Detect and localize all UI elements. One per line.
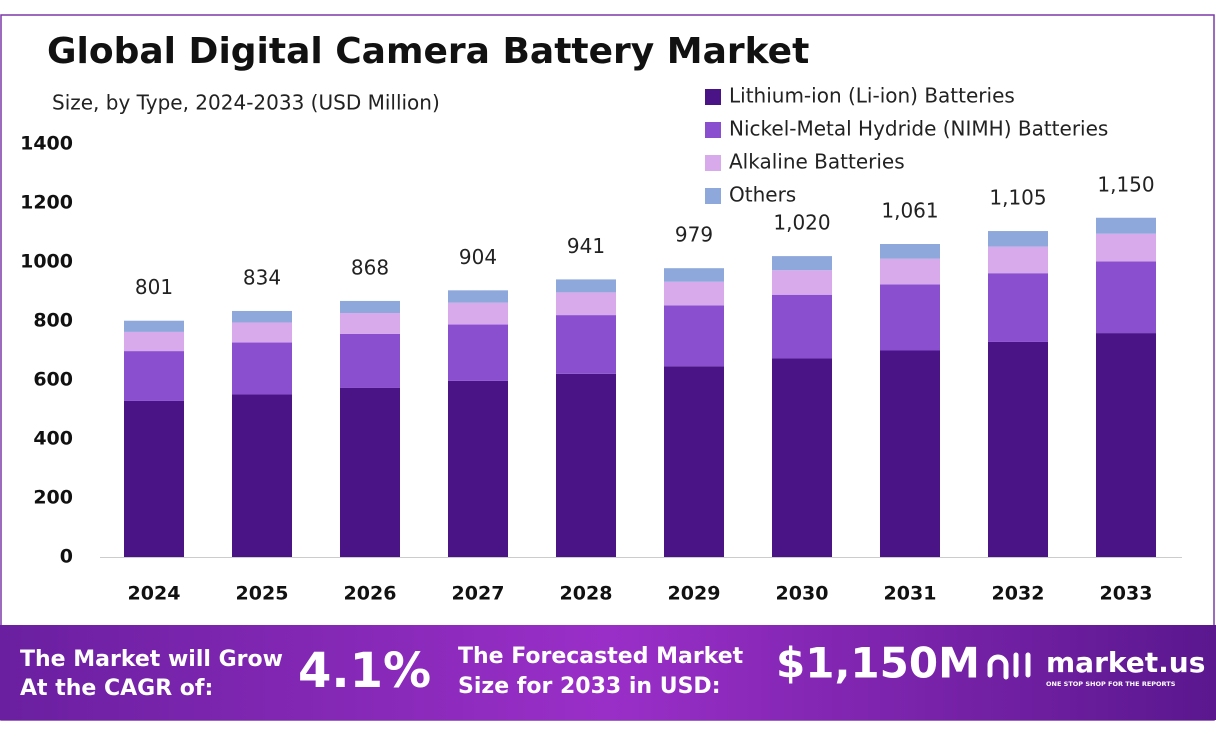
y-tick-label: 200	[33, 487, 73, 509]
bar-segment	[232, 310, 292, 323]
bar-segment	[232, 322, 292, 343]
bar-segment	[232, 394, 292, 557]
bar-segment	[988, 246, 1048, 274]
x-tick-label: 2029	[668, 583, 721, 605]
bar-segment	[232, 342, 292, 395]
x-tick-label: 2030	[776, 583, 829, 605]
footer-band	[0, 625, 1216, 720]
footer-value: 4.1%	[298, 643, 431, 699]
legend-label: Others	[729, 183, 796, 207]
legend-swatch	[705, 155, 721, 171]
footer-text: At the CAGR of:	[20, 676, 213, 701]
footer-value: $1,150M	[776, 639, 980, 688]
total-label: 1,150	[1097, 172, 1154, 196]
x-tick-label: 2024	[128, 583, 181, 605]
bar-segment	[556, 315, 616, 374]
bar-segment	[664, 268, 724, 282]
legend-swatch	[705, 89, 721, 105]
y-tick-label: 1200	[20, 192, 73, 214]
total-label: 801	[135, 275, 173, 299]
bar-segment	[664, 281, 724, 306]
brand: market.us	[1046, 646, 1205, 679]
x-tick-label: 2027	[452, 583, 505, 605]
bar-segment	[880, 284, 940, 351]
total-label: 1,105	[989, 186, 1046, 210]
footer-text: The Market will Grow	[20, 647, 283, 672]
legend-label: Lithium-ion (Li-ion) Batteries	[729, 84, 1015, 108]
bar-segment	[448, 302, 508, 325]
bar-segment	[880, 350, 940, 557]
bar-segment	[124, 320, 184, 332]
bar-segment	[556, 292, 616, 316]
bar-segment	[988, 231, 1048, 247]
bar-segment	[556, 373, 616, 557]
tagline: ONE STOP SHOP FOR THE REPORTS	[1046, 680, 1176, 688]
total-label: 904	[459, 245, 497, 269]
bar-segment	[340, 300, 400, 314]
bar-segment	[448, 380, 508, 557]
x-tick-label: 2033	[1100, 583, 1153, 605]
bar-segment	[1096, 233, 1156, 262]
total-label: 834	[243, 265, 281, 289]
x-tick-label: 2031	[884, 583, 937, 605]
bar-segment	[988, 273, 1048, 342]
bar-segment	[448, 290, 508, 303]
bar-segment	[880, 258, 940, 285]
bar-segment	[1096, 261, 1156, 334]
y-tick-label: 800	[33, 310, 73, 332]
y-tick-label: 600	[33, 369, 73, 391]
footer-text: The Forecasted Market	[458, 644, 744, 669]
bar-segment	[664, 305, 724, 367]
total-label: 941	[567, 234, 605, 258]
x-tick-label: 2026	[344, 583, 397, 605]
bar-segment	[124, 351, 184, 401]
x-tick-label: 2028	[560, 583, 613, 605]
footer-text: Size for 2033 in USD:	[458, 674, 721, 699]
bar-segment	[772, 270, 832, 295]
x-tick-label: 2025	[236, 583, 289, 605]
bar-segment	[1096, 217, 1156, 234]
bar-segment	[340, 313, 400, 334]
bar-segment	[772, 294, 832, 359]
legend-label: Alkaline Batteries	[729, 150, 905, 174]
bar-segment	[124, 400, 184, 557]
bar-segment	[340, 333, 400, 388]
y-tick-label: 400	[33, 428, 73, 450]
bar-segment	[340, 387, 400, 557]
footer: The Market will Grow At the CAGR of: 4.1…	[20, 639, 1205, 702]
bar-segment	[448, 324, 508, 381]
bar-segment	[664, 366, 724, 557]
y-tick-label: 0	[60, 546, 73, 568]
logo-icon	[987, 652, 1031, 680]
chart-title: Global Digital Camera Battery Market	[47, 31, 809, 72]
total-label: 868	[351, 255, 389, 279]
y-tick-label: 1400	[20, 133, 73, 155]
total-label: 1,020	[773, 211, 830, 235]
bar-segment	[772, 256, 832, 271]
total-label: 979	[675, 223, 713, 247]
x-tick-label: 2032	[992, 583, 1045, 605]
legend-swatch	[705, 122, 721, 138]
total-label: 1,061	[881, 199, 938, 223]
bar-segment	[124, 331, 184, 352]
y-tick-label: 1000	[20, 251, 73, 273]
legend-label: Nickel-Metal Hydride (NIMH) Batteries	[729, 117, 1108, 141]
bar-segment	[1096, 333, 1156, 557]
chart-subtitle: Size, by Type, 2024-2033 (USD Million)	[52, 91, 440, 115]
bar-segment	[880, 244, 940, 259]
bar-segment	[988, 341, 1048, 557]
bar-segment	[772, 358, 832, 557]
legend-swatch	[705, 188, 721, 204]
bar-segment	[556, 279, 616, 293]
